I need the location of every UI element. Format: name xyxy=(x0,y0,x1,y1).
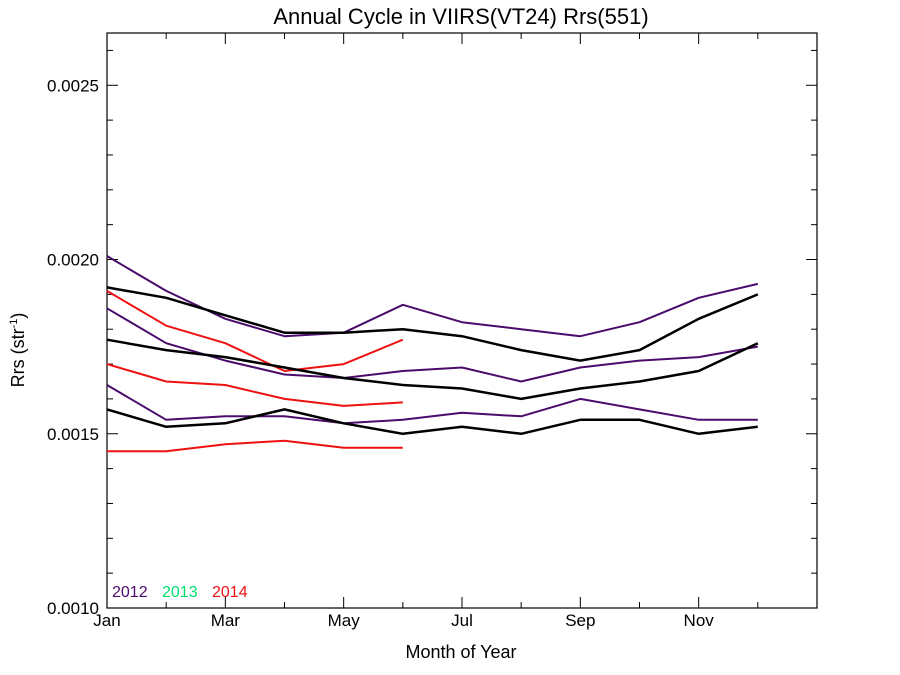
y-tick-label: 0.0015 xyxy=(47,425,99,444)
x-tick-label: Sep xyxy=(565,611,595,630)
series-line-mean-8 xyxy=(106,338,759,401)
series-line-2012-1 xyxy=(106,255,759,338)
series-line-2012-3 xyxy=(106,384,758,425)
chart-title: Annual Cycle in VIIRS(VT24) Rrs(551) xyxy=(273,4,648,29)
y-tick-label: 0.0010 xyxy=(47,599,99,618)
series-line-2012-2 xyxy=(106,307,758,383)
y-axis-label-main: Rrs (str xyxy=(8,328,28,387)
plot-area-frame xyxy=(106,32,818,609)
x-tick-label: Mar xyxy=(211,611,241,630)
x-tick-label: Jul xyxy=(451,611,473,630)
legend-entry-2013: 2013 xyxy=(162,584,198,601)
x-tick-label: May xyxy=(328,611,361,630)
y-axis-label: Rrs (str-1) xyxy=(8,313,28,388)
series-line-2014-6 xyxy=(107,439,403,453)
y-tick-label: 0.0020 xyxy=(47,251,99,270)
series-line-mean-9 xyxy=(106,408,758,436)
y-tick-label: 0.0025 xyxy=(47,76,99,95)
x-tick-label: Jan xyxy=(93,611,120,630)
y-axis-label-close: ) xyxy=(8,313,28,319)
legend-entry-2012: 2012 xyxy=(112,584,148,601)
x-tick-label: Nov xyxy=(684,611,715,630)
series-line-2014-4 xyxy=(106,290,404,372)
legend-entry-2014: 2014 xyxy=(212,584,248,601)
x-axis-label: Month of Year xyxy=(405,642,516,662)
y-axis-label-superscript: -1 xyxy=(8,319,20,329)
series-line-mean-7 xyxy=(106,286,759,362)
series-line-2014-5 xyxy=(106,363,403,407)
